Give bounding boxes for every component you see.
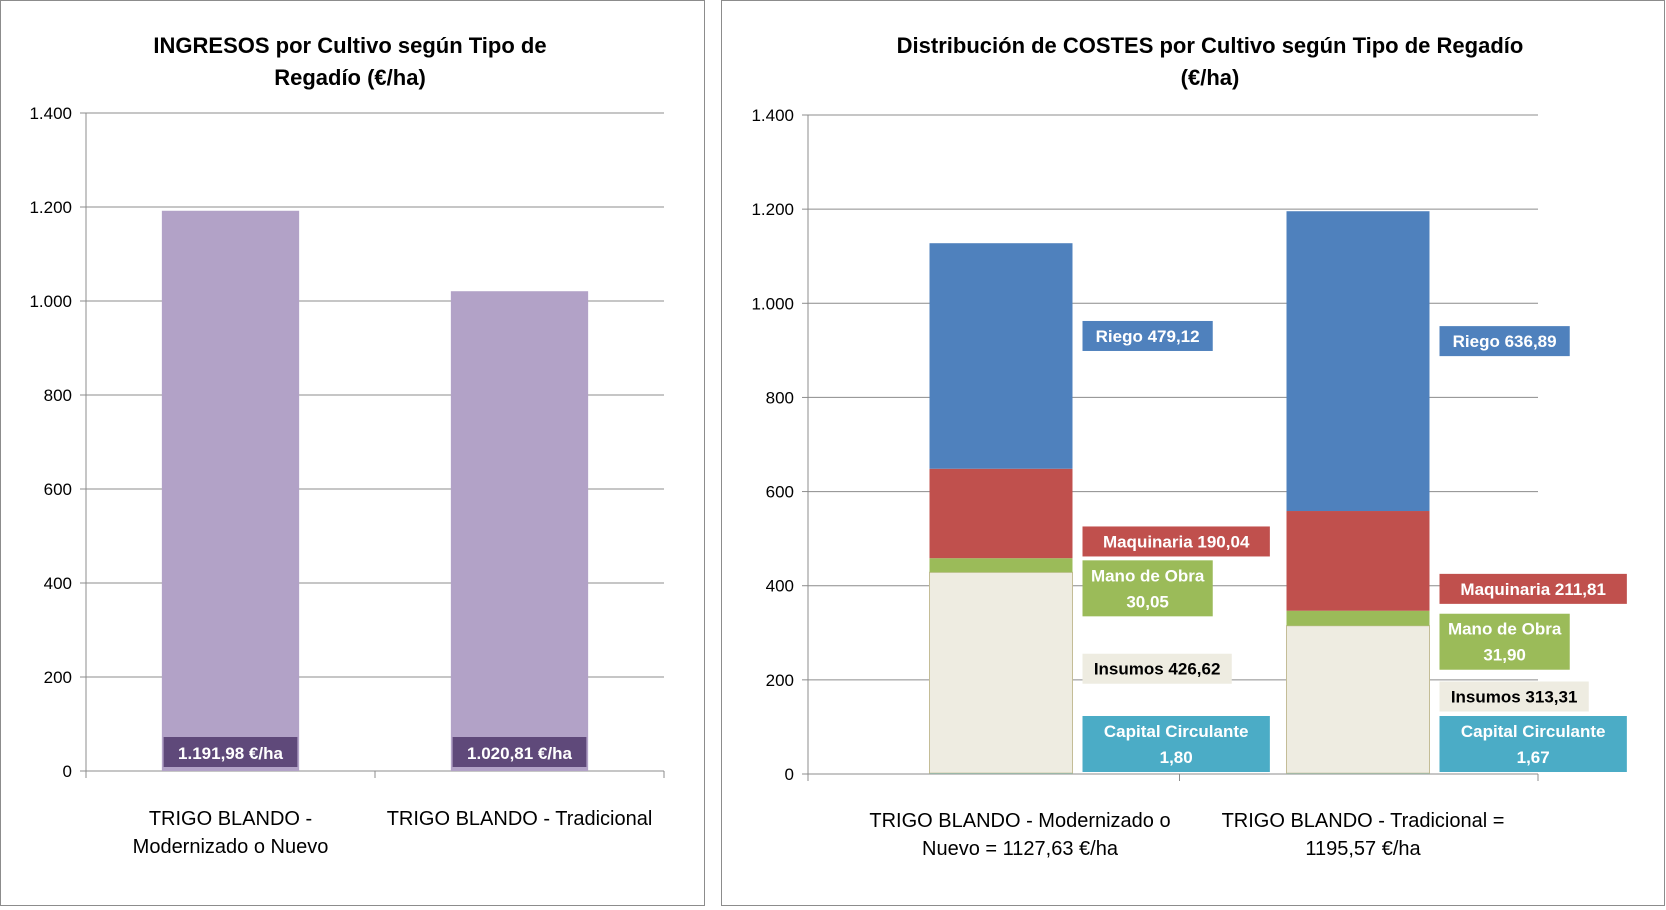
costs-category-label: TRIGO BLANDO - Tradicional =	[1222, 810, 1505, 832]
costs-bar-segment-maquinaria	[930, 469, 1073, 558]
income-category-label: TRIGO BLANDO -	[149, 808, 312, 830]
income-category-label: TRIGO BLANDO - Tradicional	[387, 808, 653, 830]
costs-data-label-insumos: Insumos 426,62	[1094, 660, 1221, 679]
costs-y-tick-label: 400	[766, 577, 794, 596]
income-category-label: Modernizado o Nuevo	[133, 836, 329, 858]
costs-y-tick-label: 1.200	[751, 200, 794, 219]
income-data-label: 1.191,98 €/ha	[178, 744, 283, 763]
income-bar	[451, 291, 588, 771]
costs-data-label-mano: 30,05	[1126, 592, 1169, 611]
costs-bar-segment-riego	[930, 243, 1073, 469]
costs-data-label-maquinaria: Maquinaria 211,81	[1460, 580, 1606, 599]
costs-bar-segment-mano	[930, 558, 1073, 572]
income-y-tick-label: 1.000	[29, 292, 72, 311]
income-y-tick-label: 1.400	[29, 104, 72, 123]
income-y-tick-label: 600	[44, 480, 72, 499]
costs-bar-segment-insumos	[1287, 626, 1430, 773]
costs-data-label-capital: 1,67	[1517, 748, 1550, 767]
income-y-tick-label: 800	[44, 386, 72, 405]
costs-y-tick-label: 600	[766, 483, 794, 502]
costs-category-label: Nuevo = 1127,63 €/ha	[922, 838, 1119, 860]
costs-data-label-capital: Capital Circulante	[1461, 722, 1606, 741]
costs-bar-segment-riego	[1287, 211, 1430, 511]
costs-data-label-riego: Riego 636,89	[1453, 332, 1557, 351]
costs-category-label: 1195,57 €/ha	[1305, 838, 1421, 860]
income-bar	[162, 211, 299, 771]
costs-data-label-insumos: Insumos 313,31	[1451, 688, 1578, 707]
costs-y-tick-label: 0	[785, 765, 794, 784]
costs-data-label-mano: 31,90	[1483, 646, 1526, 665]
costs-data-label-mano: Mano de Obra	[1448, 620, 1562, 639]
income-y-tick-label: 0	[63, 762, 72, 781]
income-y-tick-label: 1.200	[29, 198, 72, 217]
costs-data-label-mano: Mano de Obra	[1091, 566, 1205, 585]
costs-bar-segment-maquinaria	[1287, 511, 1430, 611]
costs-category-label: TRIGO BLANDO - Modernizado o	[869, 810, 1170, 832]
income-y-tick-label: 400	[44, 574, 72, 593]
costs-data-label-capital: 1,80	[1160, 748, 1193, 767]
costs-bar-segment-insumos	[930, 572, 1073, 773]
costs-data-label-riego: Riego 479,12	[1096, 327, 1200, 346]
costs-y-tick-label: 1.000	[751, 294, 794, 313]
costs-data-label-maquinaria: Maquinaria 190,04	[1103, 532, 1250, 551]
income-data-label: 1.020,81 €/ha	[467, 744, 572, 763]
costs-data-label-capital: Capital Circulante	[1104, 722, 1249, 741]
costs-y-tick-label: 1.400	[751, 106, 794, 125]
income-y-tick-label: 200	[44, 668, 72, 687]
costs-y-tick-label: 200	[766, 671, 794, 690]
costs-bar-segment-mano	[1287, 611, 1430, 626]
costs-y-tick-label: 800	[766, 388, 794, 407]
